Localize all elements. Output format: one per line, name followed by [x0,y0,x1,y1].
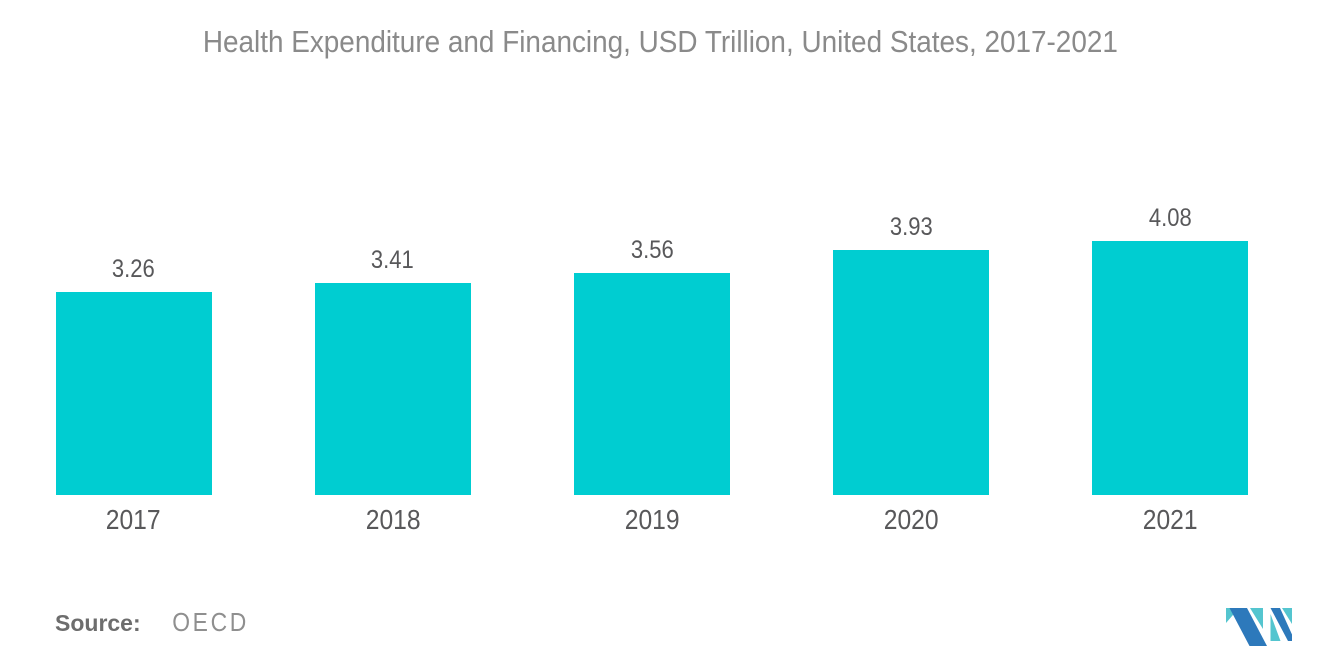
x-axis-label-2021: 2021 [1143,504,1198,535]
chart-title: Health Expenditure and Financing, USD Tr… [0,24,1320,60]
bar-column: 3.41 [263,246,522,495]
bar-chart-plot-area: 3.26 3.41 3.56 3.93 4.08 [4,0,1300,495]
logo-shape-teal-right-top [1282,608,1292,624]
x-axis-label-2019: 2019 [624,504,680,535]
logo-shape-blue-left-diagonal [1229,608,1267,646]
logo-shape-blue-right-diagonal [1270,608,1292,641]
x-axis-label-2020: 2020 [883,504,939,535]
x-axis-labels: 2017 2018 2019 2020 2021 [4,505,1300,535]
bar-2019 [574,273,730,495]
logo-shape-teal-middle [1250,608,1263,629]
x-axis-label-2017: 2017 [106,504,162,535]
bar-value-label: 4.08 [1148,204,1192,232]
bar-value-label: 3.41 [371,245,415,274]
logo-shape-teal-right-bottom [1270,614,1281,641]
source-value: OECD [171,607,249,637]
bar-column: 3.56 [522,236,781,495]
bar-2021 [1092,241,1249,495]
bar-column: 3.93 [782,213,1041,495]
bar-2017 [55,292,212,495]
source-note: Source: OECD [55,607,254,638]
bar-value-label: 3.26 [112,255,156,283]
bar-2018 [314,282,471,495]
x-axis-label-2018: 2018 [365,504,421,535]
source-label: Source: [55,610,141,636]
bar-2020 [833,250,990,495]
bar-column: 3.26 [4,255,263,495]
mordor-intelligence-logo [1226,608,1292,646]
bar-value-label: 3.56 [630,236,674,265]
chart-title-text: Health Expenditure and Financing, USD Tr… [202,24,1118,59]
bar-column: 4.08 [1041,204,1300,495]
bar-value-label: 3.93 [889,213,933,242]
